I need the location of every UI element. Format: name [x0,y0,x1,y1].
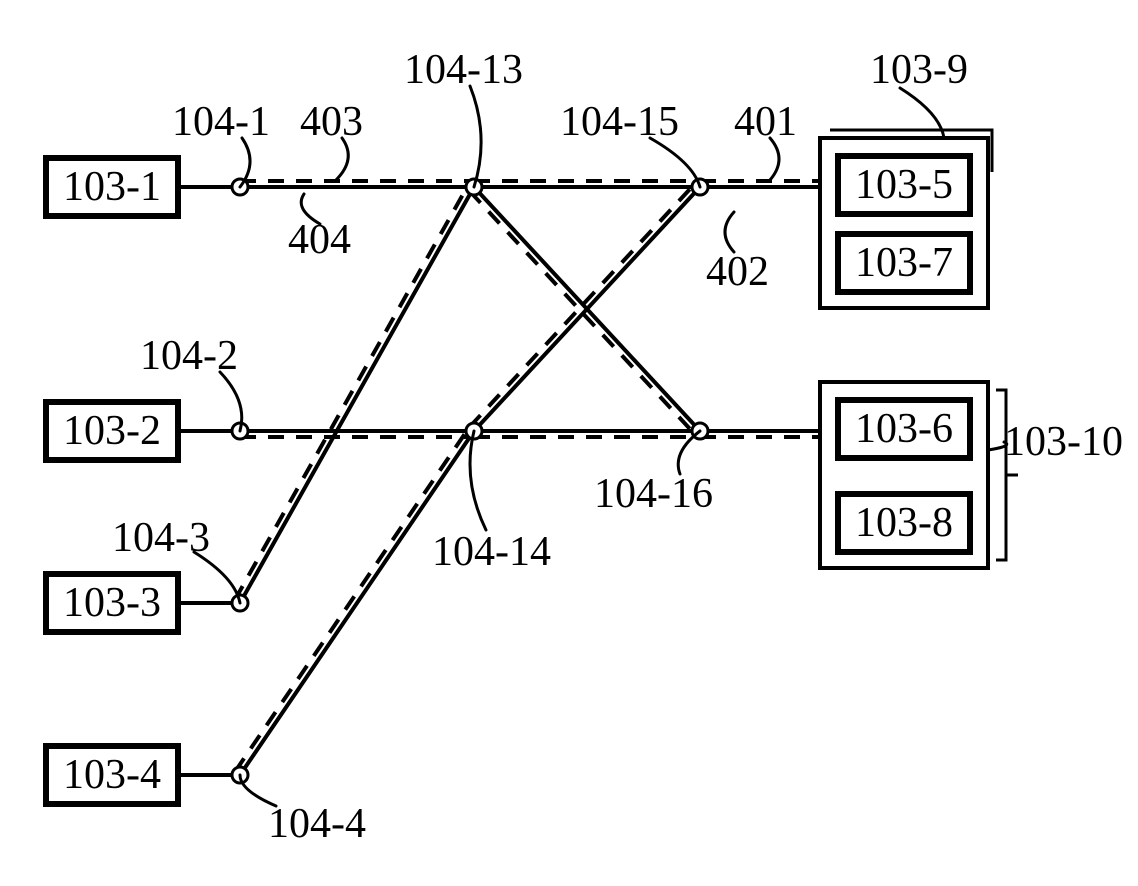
svg-text:103-2: 103-2 [63,408,161,454]
label-104-3: 104-3 [112,514,210,562]
label-104-4: 104-4 [268,800,366,848]
svg-text:103-8: 103-8 [855,500,953,546]
svg-text:103-6: 103-6 [855,406,953,452]
svg-text:103-5: 103-5 [855,162,953,208]
svg-text:103-4: 103-4 [63,752,161,798]
label-103-10: 103-10 [1004,418,1123,466]
svg-text:103-1: 103-1 [63,164,161,210]
label-104-13: 104-13 [404,46,523,94]
label-402: 402 [706,248,769,296]
label-403: 403 [300,98,363,146]
label-401: 401 [734,98,797,146]
svg-text:103-7: 103-7 [855,240,953,286]
label-104-15: 104-15 [560,98,679,146]
label-104-14: 104-14 [432,528,551,576]
label-104-2: 104-2 [140,332,238,380]
label-104-16: 104-16 [594,470,713,518]
svg-text:103-3: 103-3 [63,580,161,626]
label-104-1: 104-1 [172,98,270,146]
label-404: 404 [288,216,351,264]
label-103-9: 103-9 [870,46,968,94]
